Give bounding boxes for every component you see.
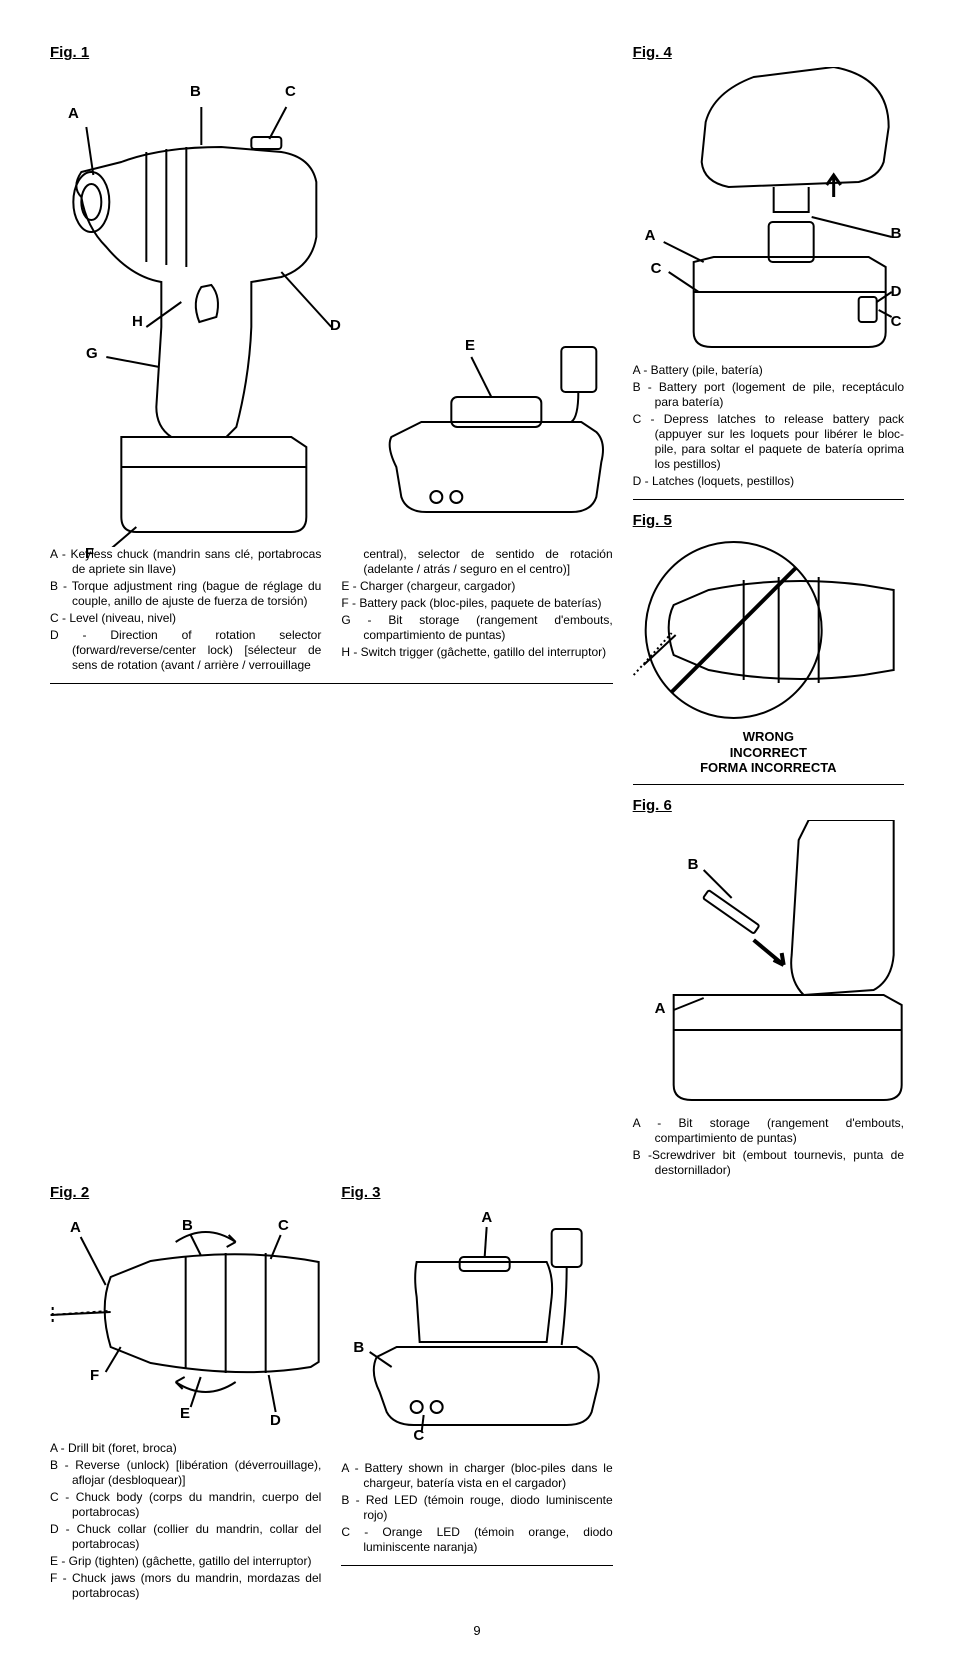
fig6-svg — [633, 820, 904, 1110]
fig1-block: Fig. 1 — [50, 40, 613, 1180]
separator — [341, 1565, 612, 1566]
fig2-leg-c: C - Chuck body (corps du mandrin, cuerpo… — [50, 1490, 321, 1520]
fig5-wrong-1: WRONG — [633, 729, 904, 745]
fig1-label-b: B — [190, 83, 201, 100]
fig1-image: A B C D E F G H — [50, 67, 613, 547]
fig3-svg — [341, 1207, 612, 1435]
fig4-label-b: B — [891, 225, 902, 242]
fig1-label-a: A — [68, 105, 79, 122]
fig1-legend-right: central), selector de sentido de rotació… — [341, 547, 612, 675]
fig3-image: A B C — [341, 1207, 612, 1435]
fig3-leg-b: B - Red LED (témoin rouge, diodo luminis… — [341, 1493, 612, 1523]
fig5-image — [633, 535, 904, 725]
fig4-leg-a: A - Battery (pile, batería) — [633, 363, 904, 378]
fig1-label-c: C — [285, 83, 296, 100]
fig2-leg-a: A - Drill bit (foret, broca) — [50, 1441, 321, 1456]
fig3-leg-a: A - Battery shown in charger (bloc-piles… — [341, 1461, 612, 1491]
fig3-legend: A - Battery shown in charger (bloc-piles… — [341, 1461, 612, 1557]
fig2-label-a: A — [70, 1219, 81, 1236]
fig3-label-b: B — [353, 1339, 364, 1356]
fig1-leg-b: B - Torque adjustment ring (bague de rég… — [50, 579, 321, 609]
fig1-legend-left: A - Keyless chuck (mandrin sans clé, por… — [50, 547, 321, 675]
fig4-image: A B C D C — [633, 67, 904, 357]
fig1-svg — [50, 67, 613, 547]
fig6-label-a: A — [655, 1000, 666, 1017]
fig3-label-a: A — [481, 1209, 492, 1226]
fig2-image: A B C D E F — [50, 1207, 321, 1435]
fig2-title: Fig. 2 — [50, 1184, 321, 1201]
fig4-title: Fig. 4 — [633, 44, 904, 61]
fig1-leg-f: F - Battery pack (bloc-piles, paquete de… — [341, 596, 612, 611]
fig1-label-d: D — [330, 317, 341, 334]
fig2-leg-d: D - Chuck collar (collier du mandrin, co… — [50, 1522, 321, 1552]
fig4-label-d: D — [891, 283, 902, 300]
page-grid: Fig. 1 — [50, 40, 904, 1603]
fig1-label-g: G — [86, 345, 98, 362]
fig6-label-b: B — [688, 856, 699, 873]
fig2-leg-f: F - Chuck jaws (mors du mandrin, mordaza… — [50, 1571, 321, 1601]
fig4-label-c2: C — [891, 313, 902, 330]
fig1-leg-e: E - Charger (chargeur, cargador) — [341, 579, 612, 594]
fig2-svg — [50, 1207, 321, 1435]
fig1-leg-c: C - Level (niveau, nivel) — [50, 611, 321, 626]
fig5-wrong-2: INCORRECT — [633, 745, 904, 761]
fig1-leg-d: D - Direction of rotation selector (forw… — [50, 628, 321, 673]
page-number: 9 — [50, 1623, 904, 1638]
col3: Fig. 4 — [633, 40, 904, 1180]
fig4-leg-c: C - Depress latches to release battery p… — [633, 412, 904, 472]
fig4-leg-b: B - Battery port (logement de pile, rece… — [633, 380, 904, 410]
fig2-label-d: D — [270, 1412, 281, 1429]
fig1-label-h: H — [132, 313, 143, 330]
fig5-wrong-3: FORMA INCORRECTA — [633, 760, 904, 776]
fig6-legend: A - Bit storage (rangement d'embouts, co… — [633, 1116, 904, 1180]
fig2-leg-b: B - Reverse (unlock) [libération (déverr… — [50, 1458, 321, 1488]
fig4-label-c: C — [651, 260, 662, 277]
fig3-block: Fig. 3 — [341, 1180, 612, 1603]
fig4-svg — [633, 67, 904, 357]
fig6-title: Fig. 6 — [633, 797, 904, 814]
fig2-legend: A - Drill bit (foret, broca) B - Reverse… — [50, 1441, 321, 1603]
fig4-leg-d: D - Latches (loquets, pestillos) — [633, 474, 904, 489]
fig2-label-e: E — [180, 1405, 190, 1422]
fig1-legend: A - Keyless chuck (mandrin sans clé, por… — [50, 547, 613, 675]
fig6-leg-b: B -Screwdriver bit (embout tournevis, pu… — [633, 1148, 904, 1178]
fig1-label-f: F — [85, 545, 94, 562]
fig1-leg-h: H - Switch trigger (gâchette, gatillo de… — [341, 645, 612, 660]
fig3-label-c: C — [413, 1427, 424, 1444]
fig2-label-c: C — [278, 1217, 289, 1234]
separator — [633, 784, 904, 785]
fig3-title: Fig. 3 — [341, 1184, 612, 1201]
fig4-label-a: A — [645, 227, 656, 244]
fig2-block: Fig. 2 — [50, 1180, 321, 1603]
fig1-leg-d2: central), selector de sentido de rotació… — [341, 547, 612, 577]
fig2-label-b: B — [182, 1217, 193, 1234]
fig1-label-e: E — [465, 337, 475, 354]
separator — [50, 683, 613, 684]
fig2-label-f: F — [90, 1367, 99, 1384]
fig1-leg-g: G - Bit storage (rangement d'embouts, co… — [341, 613, 612, 643]
fig6-leg-a: A - Bit storage (rangement d'embouts, co… — [633, 1116, 904, 1146]
fig5-wrong: WRONG INCORRECT FORMA INCORRECTA — [633, 729, 904, 776]
fig4-legend: A - Battery (pile, batería) B - Battery … — [633, 363, 904, 491]
fig3-leg-c: C - Orange LED (témoin orange, diodo lum… — [341, 1525, 612, 1555]
fig5-title: Fig. 5 — [633, 512, 904, 529]
fig5-svg — [633, 535, 904, 725]
fig1-title: Fig. 1 — [50, 44, 613, 61]
separator — [633, 499, 904, 500]
fig2-leg-e: E - Grip (tighten) (gâchette, gatillo de… — [50, 1554, 321, 1569]
fig6-image: A B — [633, 820, 904, 1110]
